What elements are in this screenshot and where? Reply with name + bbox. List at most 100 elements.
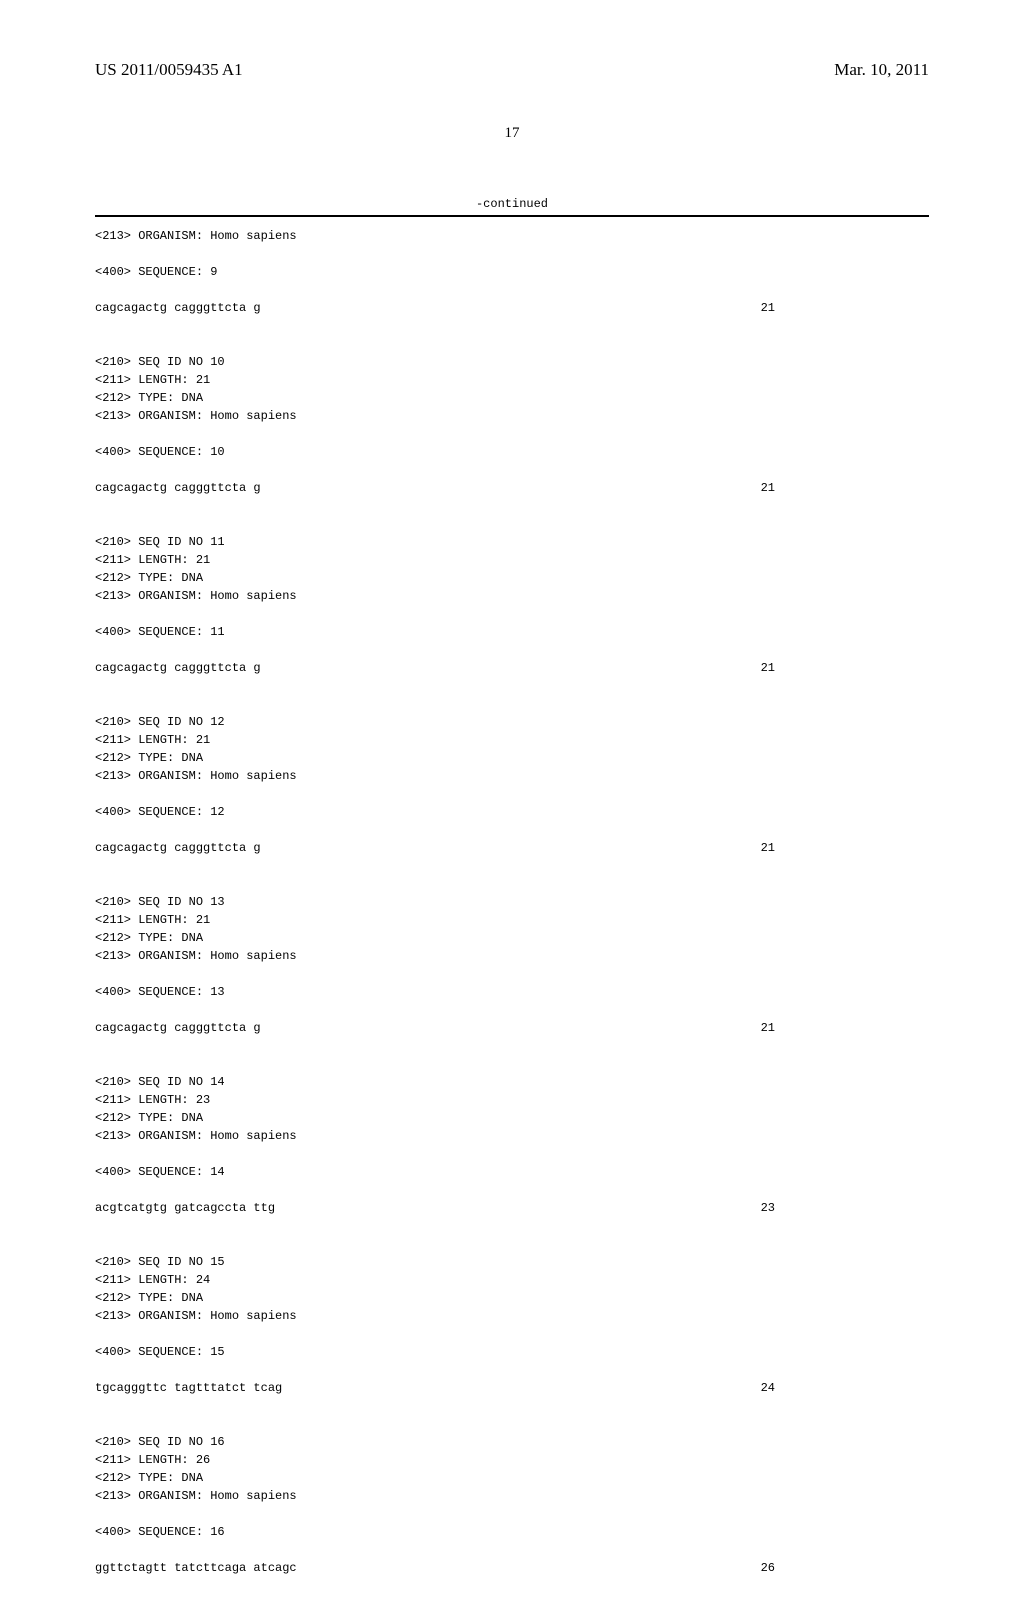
sequence-row: cagcagactg cagggttcta g 21 bbox=[95, 1019, 775, 1037]
blank-line bbox=[95, 1505, 929, 1523]
sequence-listing: <213> ORGANISM: Homo sapiens <400> SEQUE… bbox=[95, 227, 929, 1613]
sequence-row: cagcagactg cagggttcta g 21 bbox=[95, 839, 775, 857]
sequence-entry: <210> SEQ ID NO 16<211> LENGTH: 26<212> … bbox=[95, 1433, 929, 1613]
blank-line bbox=[95, 425, 929, 443]
sequence-meta-line: <211> LENGTH: 21 bbox=[95, 911, 929, 929]
sequence-meta-line: <213> ORGANISM: Homo sapiens bbox=[95, 227, 929, 245]
blank-line bbox=[95, 1145, 929, 1163]
sequence-meta-line: <212> TYPE: DNA bbox=[95, 1289, 929, 1307]
sequence-label: <400> SEQUENCE: 15 bbox=[95, 1343, 929, 1361]
sequence-text: cagcagactg cagggttcta g bbox=[95, 839, 261, 857]
blank-line bbox=[95, 677, 929, 695]
sequence-row: acgtcatgtg gatcagccta ttg 23 bbox=[95, 1199, 775, 1217]
blank-line bbox=[95, 857, 929, 875]
sequence-length: 21 bbox=[761, 839, 775, 857]
sequence-entry: <210> SEQ ID NO 12<211> LENGTH: 21<212> … bbox=[95, 713, 929, 893]
sequence-length: 21 bbox=[761, 1019, 775, 1037]
blank-line bbox=[95, 1361, 929, 1379]
section-divider bbox=[95, 215, 929, 217]
sequence-row: ggttctagtt tatcttcaga atcagc 26 bbox=[95, 1559, 775, 1577]
sequence-text: ggttctagtt tatcttcaga atcagc bbox=[95, 1559, 297, 1577]
sequence-label: <400> SEQUENCE: 13 bbox=[95, 983, 929, 1001]
sequence-meta-line: <213> ORGANISM: Homo sapiens bbox=[95, 947, 929, 965]
sequence-meta-line: <213> ORGANISM: Homo sapiens bbox=[95, 1307, 929, 1325]
blank-line bbox=[95, 1055, 929, 1073]
blank-line bbox=[95, 515, 929, 533]
sequence-meta-line: <210> SEQ ID NO 12 bbox=[95, 713, 929, 731]
sequence-meta-line: <211> LENGTH: 21 bbox=[95, 731, 929, 749]
sequence-meta-line: <212> TYPE: DNA bbox=[95, 569, 929, 587]
blank-line bbox=[95, 695, 929, 713]
sequence-entry: <210> SEQ ID NO 14<211> LENGTH: 23<212> … bbox=[95, 1073, 929, 1253]
sequence-row: cagcagactg cagggttcta g 21 bbox=[95, 659, 775, 677]
blank-line bbox=[95, 875, 929, 893]
sequence-meta-line: <212> TYPE: DNA bbox=[95, 929, 929, 947]
sequence-entry: <210> SEQ ID NO 15<211> LENGTH: 24<212> … bbox=[95, 1253, 929, 1433]
sequence-length: 23 bbox=[761, 1199, 775, 1217]
publication-date: Mar. 10, 2011 bbox=[834, 60, 929, 80]
blank-line bbox=[95, 1001, 929, 1019]
page-header: US 2011/0059435 A1 Mar. 10, 2011 bbox=[95, 60, 929, 80]
sequence-meta-line: <210> SEQ ID NO 15 bbox=[95, 1253, 929, 1271]
blank-line bbox=[95, 821, 929, 839]
blank-line bbox=[95, 1325, 929, 1343]
sequence-meta-line: <212> TYPE: DNA bbox=[95, 389, 929, 407]
sequence-meta-line: <213> ORGANISM: Homo sapiens bbox=[95, 587, 929, 605]
sequence-length: 21 bbox=[761, 659, 775, 677]
sequence-text: cagcagactg cagggttcta g bbox=[95, 1019, 261, 1037]
blank-line bbox=[95, 497, 929, 515]
sequence-meta-line: <210> SEQ ID NO 16 bbox=[95, 1433, 929, 1451]
sequence-label: <400> SEQUENCE: 12 bbox=[95, 803, 929, 821]
sequence-entry: <210> SEQ ID NO 11<211> LENGTH: 21<212> … bbox=[95, 533, 929, 713]
blank-line bbox=[95, 785, 929, 803]
sequence-length: 24 bbox=[761, 1379, 775, 1397]
sequence-label: <400> SEQUENCE: 10 bbox=[95, 443, 929, 461]
blank-line bbox=[95, 1181, 929, 1199]
blank-line bbox=[95, 605, 929, 623]
sequence-meta-line: <213> ORGANISM: Homo sapiens bbox=[95, 407, 929, 425]
blank-line bbox=[95, 317, 929, 335]
sequence-meta-line: <212> TYPE: DNA bbox=[95, 1469, 929, 1487]
blank-line bbox=[95, 641, 929, 659]
sequence-text: tgcagggttc tagtttatct tcag bbox=[95, 1379, 282, 1397]
blank-line bbox=[95, 1397, 929, 1415]
sequence-meta-line: <210> SEQ ID NO 11 bbox=[95, 533, 929, 551]
sequence-text: cagcagactg cagggttcta g bbox=[95, 299, 261, 317]
sequence-label: <400> SEQUENCE: 16 bbox=[95, 1523, 929, 1541]
continued-label: -continued bbox=[95, 197, 929, 211]
sequence-meta-line: <210> SEQ ID NO 13 bbox=[95, 893, 929, 911]
blank-line bbox=[95, 1037, 929, 1055]
sequence-text: cagcagactg cagggttcta g bbox=[95, 659, 261, 677]
sequence-entry: <210> SEQ ID NO 13<211> LENGTH: 21<212> … bbox=[95, 893, 929, 1073]
sequence-meta-line: <210> SEQ ID NO 14 bbox=[95, 1073, 929, 1091]
blank-line bbox=[95, 1415, 929, 1433]
sequence-meta-line: <211> LENGTH: 23 bbox=[95, 1091, 929, 1109]
blank-line bbox=[95, 1217, 929, 1235]
sequence-length: 21 bbox=[761, 479, 775, 497]
blank-line bbox=[95, 1595, 929, 1613]
blank-line bbox=[95, 461, 929, 479]
sequence-length: 26 bbox=[761, 1559, 775, 1577]
sequence-label: <400> SEQUENCE: 11 bbox=[95, 623, 929, 641]
sequence-meta-line: <212> TYPE: DNA bbox=[95, 1109, 929, 1127]
sequence-row: cagcagactg cagggttcta g 21 bbox=[95, 299, 775, 317]
sequence-entry: <210> SEQ ID NO 10<211> LENGTH: 21<212> … bbox=[95, 353, 929, 533]
sequence-text: cagcagactg cagggttcta g bbox=[95, 479, 261, 497]
sequence-meta-line: <211> LENGTH: 21 bbox=[95, 551, 929, 569]
sequence-row: tgcagggttc tagtttatct tcag 24 bbox=[95, 1379, 775, 1397]
sequence-length: 21 bbox=[761, 299, 775, 317]
sequence-meta-line: <213> ORGANISM: Homo sapiens bbox=[95, 767, 929, 785]
blank-line bbox=[95, 281, 929, 299]
sequence-text: acgtcatgtg gatcagccta ttg bbox=[95, 1199, 275, 1217]
sequence-meta-line: <211> LENGTH: 26 bbox=[95, 1451, 929, 1469]
sequence-meta-line: <211> LENGTH: 21 bbox=[95, 371, 929, 389]
sequence-meta-line: <211> LENGTH: 24 bbox=[95, 1271, 929, 1289]
sequence-label: <400> SEQUENCE: 9 bbox=[95, 263, 929, 281]
page-number: 17 bbox=[95, 125, 929, 142]
sequence-meta-line: <213> ORGANISM: Homo sapiens bbox=[95, 1127, 929, 1145]
blank-line bbox=[95, 965, 929, 983]
publication-number: US 2011/0059435 A1 bbox=[95, 60, 243, 80]
sequence-entry: <213> ORGANISM: Homo sapiens <400> SEQUE… bbox=[95, 227, 929, 353]
blank-line bbox=[95, 1541, 929, 1559]
blank-line bbox=[95, 1577, 929, 1595]
